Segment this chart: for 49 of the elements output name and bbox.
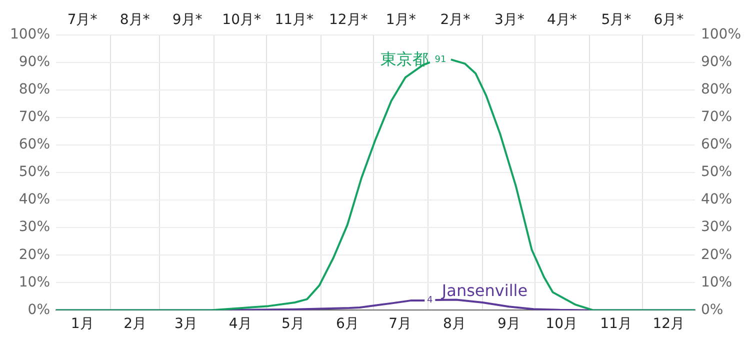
y-tick-label: 10%: [18, 274, 50, 290]
y2-tick-label: 0%: [700, 302, 724, 318]
y2-tick-label: 60%: [700, 136, 732, 153]
y2-tick-label: 90%: [700, 54, 732, 70]
y-tick-label: 40%: [18, 192, 50, 208]
x2-tick-label: 1月*: [386, 12, 416, 28]
x-tick-label: 1月: [70, 316, 94, 332]
y2-tick-label: 80%: [700, 82, 732, 98]
x-tick-label: 9月: [497, 316, 520, 332]
y-tick-label: 50%: [18, 164, 50, 180]
x-tick-label: 2月: [124, 316, 146, 332]
y2-tick-label: 10%: [700, 274, 732, 290]
y-tick-label: 30%: [18, 219, 50, 236]
x2-tick-label: 9月*: [172, 12, 202, 28]
x2-tick-label: 10月*: [222, 12, 261, 28]
x2-tick-label: 3月*: [494, 12, 524, 28]
y-tick-label: 20%: [18, 246, 50, 263]
y2-tick-label: 40%: [700, 192, 732, 208]
y-tick-label: 60%: [18, 136, 50, 153]
y2-tick-label: 30%: [700, 219, 732, 236]
y-tick-label: 0%: [28, 302, 50, 318]
x2-tick-label: 4月*: [546, 12, 577, 28]
x2-tick-label: 11月*: [274, 12, 314, 28]
x-tick-label: 8月: [443, 316, 466, 332]
x-tick-label: 6月: [336, 316, 359, 332]
x-tick-label: 11月: [600, 316, 632, 332]
x-tick-label: 3月: [174, 316, 198, 332]
annotation: 4: [427, 295, 434, 306]
y2-tick-label: 100%: [700, 26, 742, 42]
y-tick-label: 80%: [18, 82, 50, 98]
x2-tick-label: 12月*: [328, 12, 368, 28]
x-tick-label: 4月: [228, 316, 252, 332]
y2-tick-label: 70%: [700, 109, 732, 126]
x-tick-label: 10月: [546, 316, 578, 332]
y2-tick-label: 50%: [700, 164, 732, 180]
x2-tick-label: 2月*: [440, 12, 470, 28]
y-tick-label: 100%: [10, 26, 50, 42]
x-tick-label: 12月: [652, 316, 685, 332]
x2-tick-label: 5月*: [601, 12, 632, 28]
x2-tick-label: 6月*: [654, 12, 684, 28]
annotation: 91: [434, 54, 446, 65]
x2-tick-label: 8月*: [120, 12, 150, 28]
x-tick-label: 7月: [388, 316, 412, 332]
y-tick-label: 90%: [18, 54, 50, 70]
x2-tick-label: 7月*: [67, 12, 98, 28]
y-tick-label: 70%: [18, 109, 50, 126]
y2-tick-label: 20%: [700, 246, 732, 263]
x-tick-label: 5月: [282, 316, 304, 332]
series-label: Jansenville: [440, 281, 528, 300]
